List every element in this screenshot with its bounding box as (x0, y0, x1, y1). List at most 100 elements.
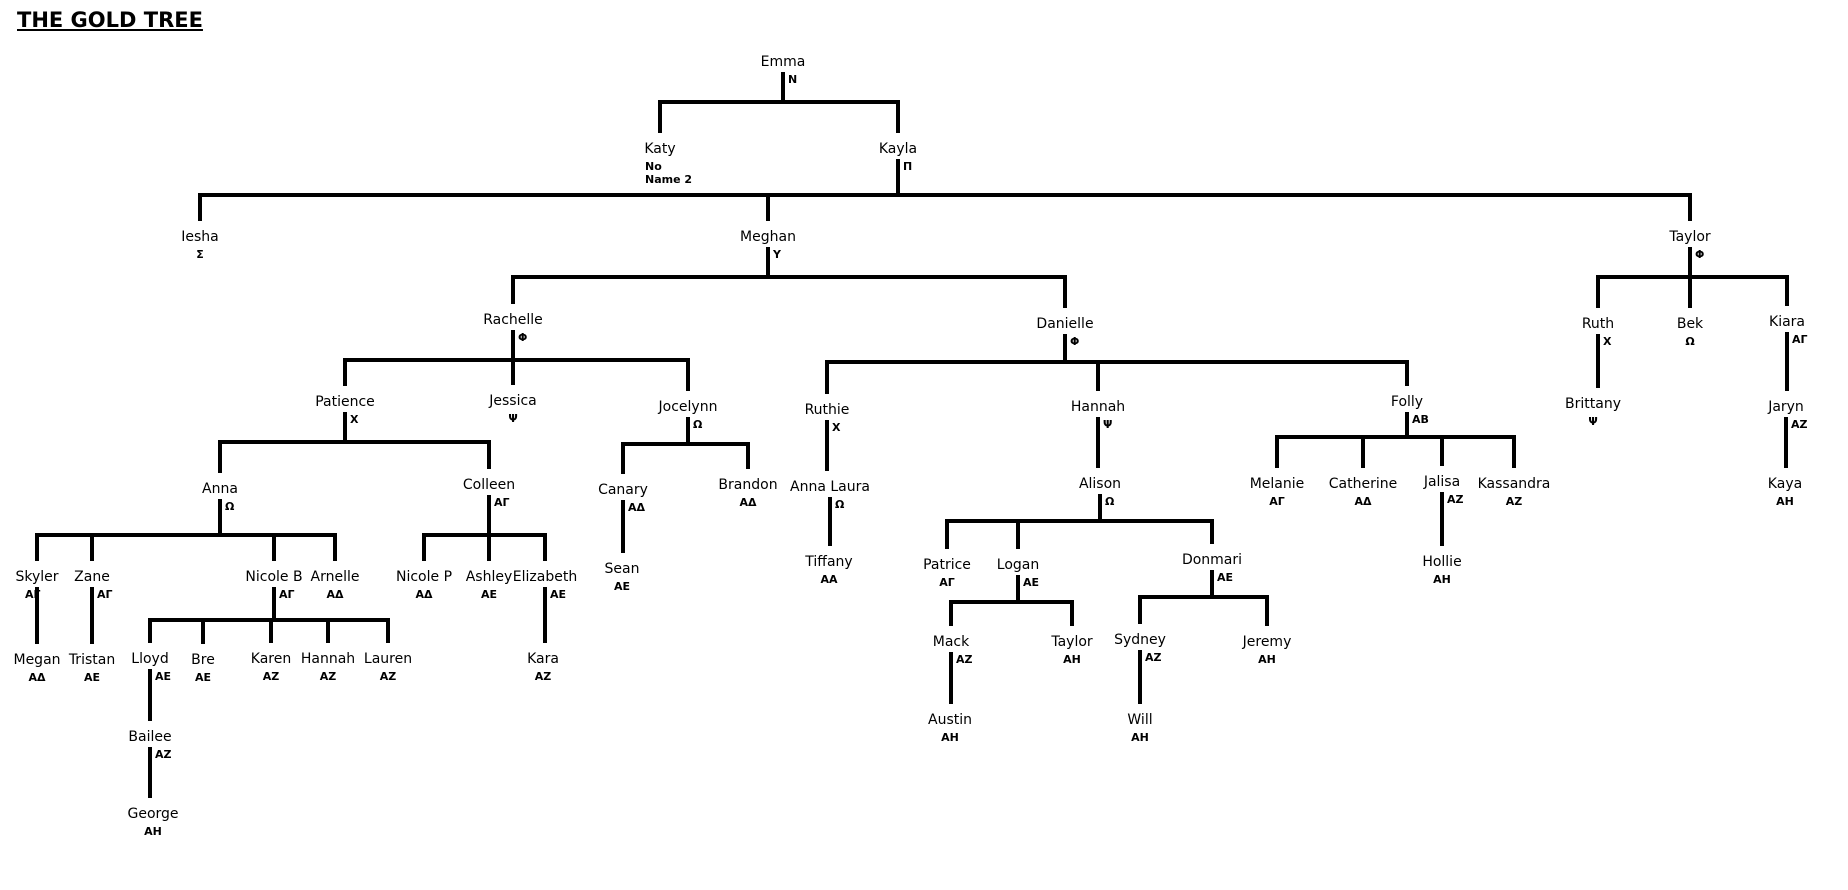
tree-edge-drop-brandon (746, 442, 750, 469)
person-name-taylor2: Taylor (1051, 634, 1093, 650)
tree-edge-drop-hannah2 (326, 618, 330, 643)
tree-edge-drop-colleen (487, 440, 491, 469)
person-name-anna: Anna (202, 481, 238, 497)
person-tag-emma: Ν (788, 73, 798, 86)
tree-edge-stub-logan (1016, 575, 1020, 604)
tree-edge-stub-taylor (1688, 247, 1692, 279)
person-name-arnelle: Arnelle (310, 569, 360, 585)
person-tag-colleen: ΑΓ (494, 496, 510, 509)
person-name-jalisa: Jalisa (1423, 474, 1461, 490)
tree-edge-drop-nicole_p (422, 533, 426, 561)
person-tag-canary: ΑΔ (628, 501, 646, 514)
tree-edge-zane-to-tristan (90, 587, 94, 644)
tree-edge-hannah-to-alison (1096, 417, 1100, 468)
person-name-tristan: Tristan (68, 652, 116, 668)
person-name-austin: Austin (928, 712, 972, 728)
person-name-rachelle: Rachelle (483, 312, 543, 328)
tree-edge-drop-karen (269, 618, 273, 643)
tree-edge-drop-melanie (1275, 435, 1279, 468)
tree-edge-bar-taylor (1596, 275, 1789, 279)
person-tag-ruthie: Χ (832, 421, 841, 434)
person-name-brittany: Brittany (1565, 396, 1621, 412)
tree-edge-bar-anna (35, 533, 337, 537)
person-tag-brittany: Ψ (1588, 415, 1598, 428)
person-tag-bek: Ω (1685, 335, 1695, 348)
person-tag-taylor: Φ (1695, 248, 1705, 261)
person-name-kaya: Kaya (1767, 476, 1803, 492)
person-tag-rachelle: Φ (518, 331, 528, 344)
tree-edge-stub-colleen (487, 495, 491, 537)
tree-edge-bar-folly (1275, 435, 1516, 439)
tree-edge-stub-emma (781, 72, 785, 104)
person-tag-hollie: ΑΗ (1433, 573, 1451, 586)
tree-edge-bar-donmari (1138, 595, 1269, 599)
person-name-ruthie: Ruthie (804, 402, 850, 418)
tree-edge-drop-hannah (1096, 360, 1100, 391)
tree-edge-drop-taylor (1688, 193, 1692, 221)
tree-edge-elizabeth-to-kara (543, 587, 547, 643)
person-tag-jessica: Ψ (508, 412, 518, 425)
person-tag-george: ΑΗ (144, 825, 162, 838)
person-tag-tristan: ΑΕ (83, 671, 101, 684)
person-tag-hannah2: ΑΖ (319, 670, 337, 683)
person-tag-lauren: ΑΖ (379, 670, 397, 683)
tree-edge-ruthie-to-anna_laura (825, 420, 829, 471)
person-tag-anna: Ω (225, 500, 235, 513)
tree-edge-bar-logan (949, 600, 1074, 604)
person-tag-meghan: Υ (773, 248, 781, 261)
tree-edge-ruth-to-brittany (1596, 334, 1600, 388)
tree-edge-drop-ruthie (825, 360, 829, 394)
person-name-taylor: Taylor (1669, 229, 1711, 245)
tree-edge-bar-patience (218, 440, 491, 444)
tree-edge-drop-catherine (1361, 435, 1365, 468)
person-tag-jocelynn: Ω (693, 418, 703, 431)
tree-edge-anna_laura-to-tiffany (828, 497, 832, 546)
tree-edge-stub-kayla (896, 159, 900, 197)
person-name-colleen: Colleen (462, 477, 516, 493)
person-name-ashley: Ashley (465, 569, 513, 585)
person-tag-arnelle: ΑΔ (326, 588, 344, 601)
person-name-kayla: Kayla (878, 141, 918, 157)
person-tag-nicole_p: ΑΔ (415, 588, 433, 601)
tree-edge-drop-arnelle (333, 533, 337, 561)
tree-edge-drop-donmari (1210, 519, 1214, 544)
person-tag-bailee: ΑΖ (155, 748, 172, 761)
person-name-catherine: Catherine (1328, 476, 1398, 492)
person-tag-nicole_b: ΑΓ (279, 588, 295, 601)
tree-edge-stub-danielle (1063, 334, 1067, 364)
tree-edge-drop-skyler (35, 533, 39, 561)
tree-edge-stub-patience (343, 412, 347, 444)
person-name-kara: Kara (527, 651, 559, 667)
person-name-emma: Emma (760, 54, 806, 70)
tree-edge-drop-folly (1405, 360, 1409, 386)
tree-edge-drop-ruth (1596, 275, 1600, 308)
tree-edge-bar-danielle (825, 360, 1409, 364)
person-name-logan: Logan (996, 557, 1040, 573)
tree-edge-drop-taylor2 (1070, 600, 1074, 626)
person-name-bre: Bre (191, 652, 215, 668)
person-tag-patience: Χ (350, 413, 359, 426)
tree-edge-drop-kiara (1785, 275, 1789, 306)
person-tag-sydney: ΑΖ (1145, 651, 1162, 664)
person-name-brandon: Brandon (718, 477, 778, 493)
person-name-nicole_p: Nicole P (395, 569, 453, 585)
tree-edge-bar-alison (945, 519, 1214, 523)
tree-edge-bar-emma (658, 100, 900, 104)
page-title: THE GOLD TREE (17, 8, 203, 32)
tree-edge-drop-jeremy (1265, 595, 1269, 626)
person-tag-patrice: ΑΓ (939, 576, 955, 589)
person-name-skyler: Skyler (15, 569, 59, 585)
tree-edge-drop-iesha (198, 193, 202, 221)
person-name-hannah: Hannah (1070, 399, 1126, 415)
tree-edge-drop-ashley (487, 533, 491, 561)
person-name-lauren: Lauren (363, 651, 413, 667)
person-name-mack: Mack (932, 634, 970, 650)
tree-edge-drop-danielle (1063, 275, 1067, 308)
tree-edge-drop-logan (1016, 519, 1020, 549)
person-tag-melanie: ΑΓ (1269, 495, 1285, 508)
tree-edge-drop-rachelle (511, 275, 515, 304)
person-tag-iesha: Σ (196, 248, 204, 261)
person-name-hollie: Hollie (1422, 554, 1462, 570)
tree-edge-kiara-to-jaryn (1785, 332, 1789, 391)
